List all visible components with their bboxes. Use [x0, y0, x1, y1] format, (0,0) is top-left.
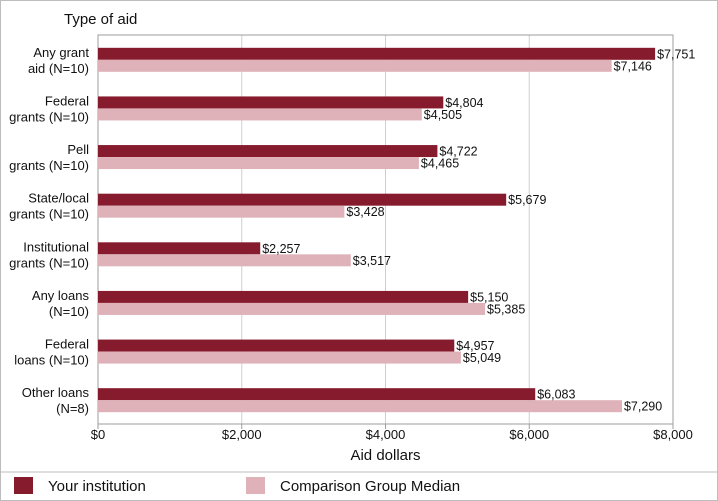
data-label: $4,505 — [424, 108, 462, 122]
bar-your-institution — [98, 388, 536, 401]
bar-comparison-median — [98, 351, 461, 364]
category-label: grants (N=10) — [9, 109, 89, 124]
data-label: $7,751 — [657, 47, 695, 61]
x-tick-label: $6,000 — [509, 427, 549, 442]
category-label: Federal — [45, 93, 89, 108]
category-label: Any loans — [32, 288, 90, 303]
bar-your-institution — [98, 47, 656, 60]
bar-your-institution — [98, 242, 261, 255]
data-label: $4,804 — [445, 96, 483, 110]
data-label: $4,465 — [421, 157, 459, 171]
bar-your-institution — [98, 290, 469, 303]
data-label: $5,385 — [487, 302, 525, 316]
bars-layer — [98, 47, 656, 413]
bar-comparison-median — [98, 205, 345, 218]
bar-your-institution — [98, 145, 438, 158]
data-label: $7,146 — [614, 59, 652, 73]
category-label: State/local — [28, 191, 89, 206]
data-label: $5,150 — [470, 290, 508, 304]
data-label: $4,957 — [456, 339, 494, 353]
bar-your-institution — [98, 193, 507, 206]
bar-comparison-median — [98, 108, 422, 121]
category-label: aid (N=10) — [28, 61, 89, 76]
data-label: $2,257 — [262, 242, 300, 256]
x-axis-title: Aid dollars — [350, 447, 420, 464]
data-label: $5,679 — [508, 193, 546, 207]
category-label: grants (N=10) — [9, 207, 89, 222]
category-label: Federal — [45, 337, 89, 352]
category-label: (N=8) — [56, 401, 89, 416]
bar-your-institution — [98, 339, 455, 352]
x-tick-label: $4,000 — [366, 427, 406, 442]
bar-comparison-median — [98, 59, 612, 72]
x-tick-label: $0 — [91, 427, 105, 442]
x-tick-label: $2,000 — [222, 427, 262, 442]
legend-swatch-comparison-group — [246, 477, 265, 494]
bar-comparison-median — [98, 302, 486, 315]
data-label: $3,428 — [346, 205, 384, 219]
bar-comparison-median — [98, 157, 419, 170]
data-label: $6,083 — [537, 388, 575, 402]
x-tick-label: $8,000 — [653, 427, 693, 442]
bar-your-institution — [98, 96, 444, 109]
category-label: grants (N=10) — [9, 255, 89, 270]
grid-layer — [97, 35, 674, 429]
legend-label-comparison-group: Comparison Group Median — [280, 478, 460, 495]
data-label: $3,517 — [353, 254, 391, 268]
category-label: Pell — [67, 142, 89, 157]
category-label: Other loans — [22, 385, 90, 400]
y-axis-title: Type of aid — [64, 11, 137, 28]
plot-area-border — [97, 34, 674, 425]
legend-swatch-your-institution — [14, 477, 33, 494]
bar-comparison-median — [98, 400, 622, 413]
category-label: Any grant — [33, 45, 89, 60]
bar-comparison-median — [98, 254, 351, 267]
data-label: $7,290 — [624, 400, 662, 414]
category-label: (N=10) — [49, 304, 89, 319]
category-label: loans (N=10) — [14, 353, 89, 368]
category-label: grants (N=10) — [9, 158, 89, 173]
category-label: Institutional — [23, 239, 89, 254]
legend: Your institution Comparison Group Median — [14, 477, 460, 495]
data-label: $4,722 — [439, 145, 477, 159]
legend-label-your-institution: Your institution — [48, 478, 146, 495]
data-label: $5,049 — [463, 351, 501, 365]
